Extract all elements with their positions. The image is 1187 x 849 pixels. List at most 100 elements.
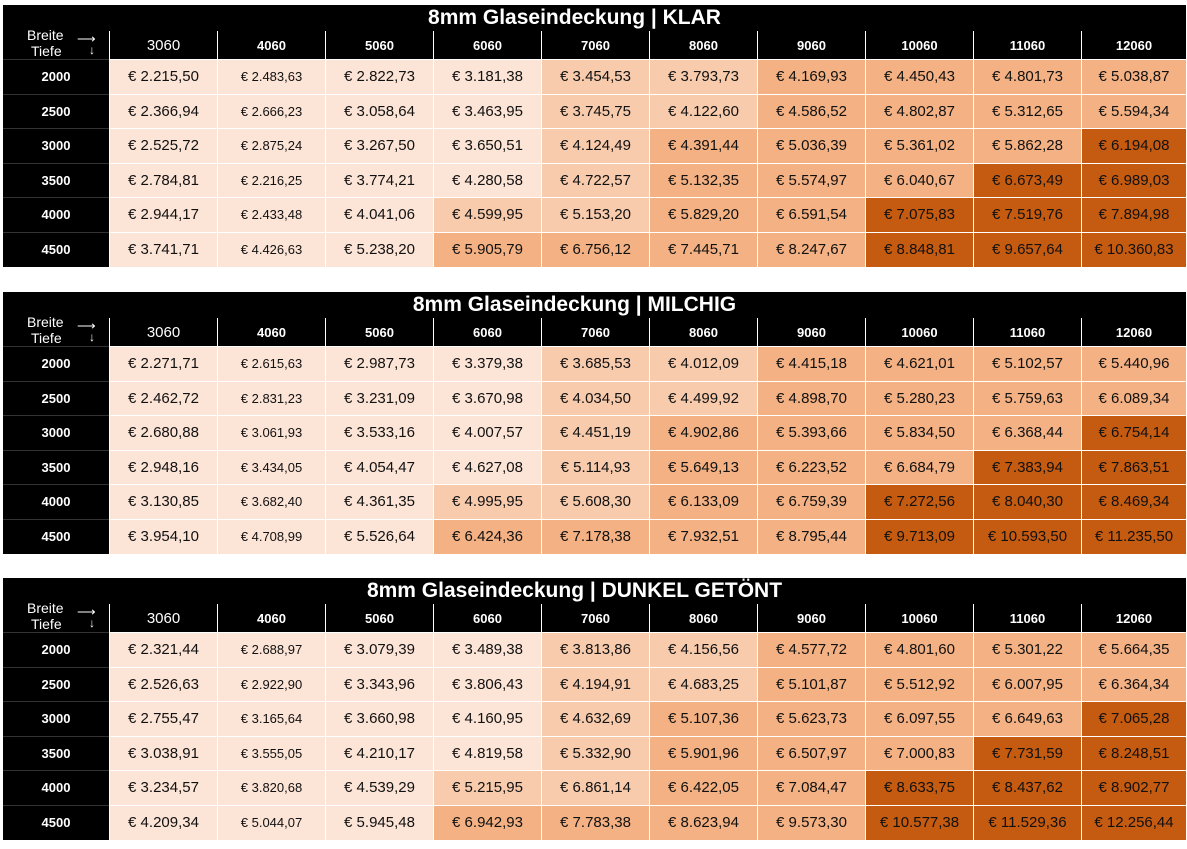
table-title-text: 8mm Glaseindeckung | MILCHIG (412, 293, 737, 316)
price-cell: € 4.801,60 (865, 632, 973, 667)
price-cell: € 6.194,08 (1081, 128, 1186, 163)
corner-header: Breite ⟶ Tiefe ↓ (3, 27, 109, 59)
row-header: 4000 (3, 770, 109, 805)
price-cell: € 4.683,25 (649, 666, 757, 702)
row-header: 4000 (3, 197, 109, 232)
price-cell: € 5.862,28 (973, 128, 1081, 163)
price-cell: € 8.248,51 (1081, 735, 1186, 771)
price-cell: € 4.902,86 (649, 415, 757, 450)
table-title: 8mm Glaseindeckung | KLAR (3, 5, 1186, 31)
row-header: 3500 (3, 449, 109, 485)
price-cell: € 5.153,20 (541, 197, 649, 232)
price-cell: € 6.422,05 (649, 770, 757, 805)
price-cell: € 3.454,53 (541, 59, 649, 94)
price-cell: € 4.577,72 (757, 632, 865, 667)
price-cell: € 7.731,59 (973, 735, 1081, 771)
price-cell: € 3.231,09 (325, 380, 433, 416)
price-cell: € 4.007,57 (433, 415, 541, 450)
row-header: 3000 (3, 415, 109, 450)
row-header: 2500 (3, 666, 109, 702)
price-cell: € 2.922,90 (217, 666, 325, 702)
price-cell: € 4.801,73 (973, 59, 1081, 94)
column-header: 6060 (433, 318, 541, 346)
price-cell: € 6.089,34 (1081, 380, 1186, 416)
column-header: 9060 (757, 604, 865, 632)
column-header: 3060 (109, 604, 217, 632)
column-header: 9060 (757, 318, 865, 346)
price-cell: € 6.759,39 (757, 484, 865, 519)
price-cell: € 7.783,38 (541, 805, 649, 840)
row-header: 3000 (3, 128, 109, 163)
price-cell: € 5.102,57 (973, 346, 1081, 381)
column-header: 4060 (217, 31, 325, 59)
price-cell: € 5.393,66 (757, 415, 865, 450)
price-cell: € 3.741,71 (109, 232, 217, 267)
price-cell: € 5.215,95 (433, 770, 541, 805)
price-cell: € 5.664,35 (1081, 632, 1186, 667)
table-title-text: 8mm Glaseindeckung | DUNKEL GETÖNT (366, 579, 783, 602)
price-cell: € 3.130,85 (109, 484, 217, 519)
price-cell: € 4.722,57 (541, 162, 649, 198)
price-cell: € 4.708,99 (217, 519, 325, 554)
price-cell: € 2.433,48 (217, 197, 325, 232)
row-header: 3500 (3, 162, 109, 198)
price-cell: € 3.682,40 (217, 484, 325, 519)
price-cell: € 6.684,79 (865, 449, 973, 485)
price-cell: € 5.608,30 (541, 484, 649, 519)
price-cell: € 6.507,97 (757, 735, 865, 771)
price-cell: € 3.434,05 (217, 449, 325, 485)
price-cell: € 3.489,38 (433, 632, 541, 667)
tiefe-label: Tiefe (31, 616, 62, 632)
price-cell: € 3.650,51 (433, 128, 541, 163)
price-cell: € 5.038,87 (1081, 59, 1186, 94)
price-table-1: 8mm Glaseindeckung | KLAR Breite ⟶ Tiefe ↓ 30… (3, 5, 1186, 267)
price-cell: € 2.615,63 (217, 346, 325, 381)
price-cell: € 7.075,83 (865, 197, 973, 232)
price-cell: € 4.160,95 (433, 701, 541, 736)
column-header: 9060 (757, 31, 865, 59)
price-cell: € 7.519,76 (973, 197, 1081, 232)
price-cell: € 6.368,44 (973, 415, 1081, 450)
price-cell: € 6.007,95 (973, 666, 1081, 702)
price-cell: € 3.954,10 (109, 519, 217, 554)
column-header: 12060 (1081, 318, 1186, 346)
price-cell: € 2.216,25 (217, 162, 325, 198)
price-table-3: 8mm Glaseindeckung | DUNKEL GETÖNT Breite… (3, 578, 1186, 840)
price-cell: € 3.181,38 (433, 59, 541, 94)
price-cell: € 3.813,86 (541, 632, 649, 667)
price-cell: € 3.079,39 (325, 632, 433, 667)
price-cell: € 6.989,03 (1081, 162, 1186, 198)
price-cell: € 4.054,47 (325, 449, 433, 485)
price-cell: € 7.863,51 (1081, 449, 1186, 485)
price-cell: € 7.894,98 (1081, 197, 1186, 232)
price-cell: € 5.280,23 (865, 380, 973, 416)
price-cell: € 4.898,70 (757, 380, 865, 416)
price-cell: € 8.633,75 (865, 770, 973, 805)
breite-label: Breite (27, 27, 64, 43)
row-header: 2000 (3, 346, 109, 381)
breite-label: Breite (27, 314, 64, 330)
price-cell: € 4.621,01 (865, 346, 973, 381)
price-cell: € 4.041,06 (325, 197, 433, 232)
price-cell: € 4.194,91 (541, 666, 649, 702)
price-cell: € 5.036,39 (757, 128, 865, 163)
price-cell: € 5.512,92 (865, 666, 973, 702)
price-cell: € 2.215,50 (109, 59, 217, 94)
price-cell: € 3.745,75 (541, 93, 649, 129)
price-cell: € 8.902,77 (1081, 770, 1186, 805)
price-cell: € 4.122,60 (649, 93, 757, 129)
price-cell: € 6.861,14 (541, 770, 649, 805)
column-header: 12060 (1081, 31, 1186, 59)
price-cell: € 9.657,64 (973, 232, 1081, 267)
price-cell: € 2.987,73 (325, 346, 433, 381)
price-cell: € 10.593,50 (973, 519, 1081, 554)
price-cell: € 4.034,50 (541, 380, 649, 416)
arrow-right-icon: ⟶ (77, 604, 96, 619)
price-cell: € 6.673,49 (973, 162, 1081, 198)
price-cell: € 3.165,64 (217, 701, 325, 736)
price-cell: € 2.688,97 (217, 632, 325, 667)
price-cell: € 3.058,64 (325, 93, 433, 129)
row-header: 4000 (3, 484, 109, 519)
price-cell: € 8.623,94 (649, 805, 757, 840)
table-title: 8mm Glaseindeckung | DUNKEL GETÖNT (3, 578, 1186, 604)
